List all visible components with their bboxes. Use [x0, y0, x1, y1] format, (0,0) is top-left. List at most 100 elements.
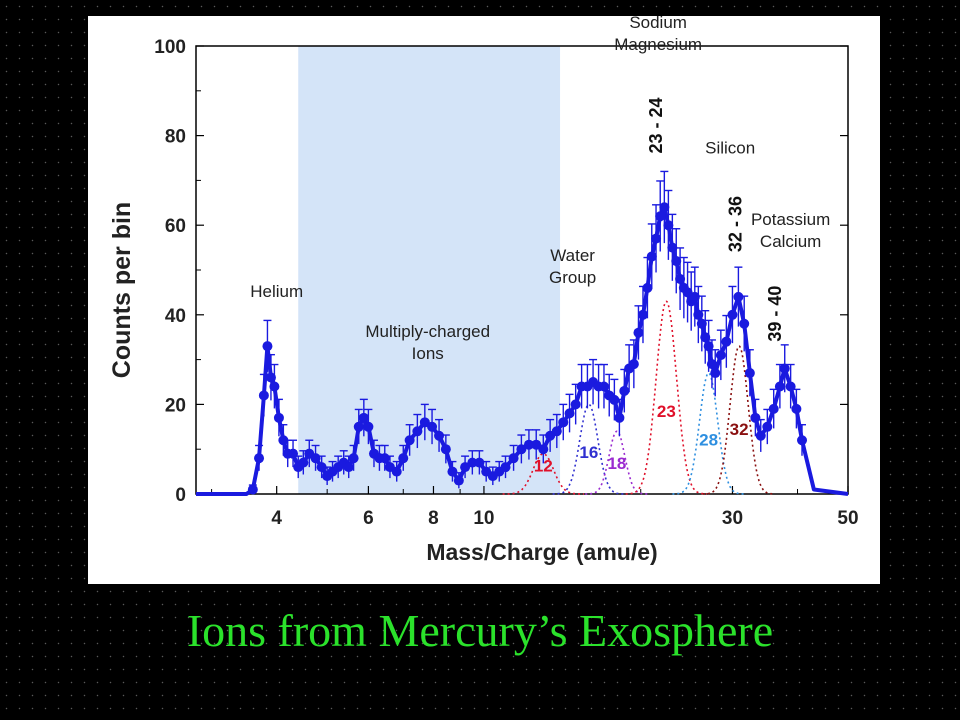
annotation: Potassium Calcium [751, 210, 830, 251]
y-axis-label: Counts per bin [108, 202, 136, 378]
annotation-line: Multiply-charged [365, 322, 490, 341]
x-tick-label: 10 [473, 508, 494, 529]
annotation-line: Ions [412, 344, 444, 363]
data-point [358, 412, 369, 423]
mass-range-label: 32 - 36 [725, 196, 745, 252]
data-point [715, 350, 726, 361]
y-tick-label: 0 [175, 485, 186, 506]
data-point [703, 341, 714, 352]
data-point [710, 368, 721, 379]
data-point [262, 341, 273, 352]
data-point [637, 309, 648, 320]
component-label-23: 23 [657, 402, 676, 421]
data-point [427, 421, 438, 432]
data-point [646, 251, 657, 262]
y-tick-label: 20 [165, 395, 186, 416]
data-point [768, 403, 779, 414]
data-point [706, 359, 717, 370]
data-point [508, 453, 519, 464]
data-point [663, 220, 674, 231]
data-point [404, 435, 415, 446]
data-point [667, 242, 678, 253]
annotation-line: Group [549, 268, 596, 287]
data-point [609, 394, 620, 405]
data-point [689, 291, 700, 302]
data-point [659, 202, 670, 213]
component-label-28: 28 [699, 431, 718, 450]
data-point [273, 412, 284, 423]
data-point [797, 435, 808, 446]
data-point [633, 327, 644, 338]
annotation-line: Water [550, 246, 595, 265]
data-point [353, 421, 364, 432]
data-point [671, 256, 682, 267]
data-point [655, 211, 666, 222]
data-point [727, 309, 738, 320]
data-point [558, 417, 569, 428]
shaded-region [298, 46, 561, 494]
annotation-line: Helium [250, 282, 303, 301]
data-point [682, 287, 693, 298]
data-point [474, 457, 485, 468]
x-tick-label: 30 [722, 508, 743, 529]
mass-range-label: 23 - 24 [646, 97, 666, 153]
data-point [628, 359, 639, 370]
data-point [642, 282, 653, 293]
data-point [247, 484, 258, 495]
data-point [398, 453, 409, 464]
annotation-line: Potassium [751, 210, 830, 229]
y-tick-label: 100 [154, 37, 186, 58]
data-point [721, 336, 732, 347]
data-point [675, 273, 686, 284]
component-label-16: 16 [579, 443, 598, 462]
data-point [434, 430, 445, 441]
data-point [538, 444, 549, 455]
component-label-32: 32 [730, 420, 749, 439]
annotation-line: Silicon [705, 139, 755, 158]
data-point [755, 430, 766, 441]
annotation: Helium [250, 282, 303, 301]
component-curve-23 [625, 300, 708, 495]
data-point [598, 381, 609, 392]
annotation: Silicon [705, 139, 755, 158]
data-point [750, 412, 761, 423]
data-point [744, 368, 755, 379]
data-point [693, 309, 704, 320]
data-point [269, 381, 280, 392]
data-point [288, 448, 299, 459]
data-point [696, 318, 707, 329]
data-point [516, 444, 527, 455]
x-tick-label: 8 [428, 508, 439, 529]
x-axis-label: Mass/Charge (amu/e) [426, 539, 657, 565]
data-point [700, 332, 711, 343]
data-point [419, 417, 430, 428]
annotation: Water Group [549, 246, 596, 287]
data-point [254, 453, 265, 464]
data-point [460, 462, 471, 473]
data-point [379, 453, 390, 464]
y-tick-label: 40 [165, 306, 186, 327]
annotation-line: Magnesium [614, 35, 702, 54]
data-point [564, 408, 575, 419]
data-point [651, 233, 662, 244]
data-point [733, 291, 744, 302]
mass-range-label: 39 - 40 [765, 286, 785, 342]
data-point [791, 403, 802, 414]
data-point [551, 426, 562, 437]
data-point [762, 421, 773, 432]
data-point [774, 381, 785, 392]
data-point [467, 457, 478, 468]
data-point [391, 466, 402, 477]
data-point [363, 421, 374, 432]
data-point [298, 457, 309, 468]
annotation: Sodium Magnesium [614, 16, 702, 54]
data-point [614, 412, 625, 423]
chart-panel: 0 20 40 60 80 100 4 6 8 10 30 50 Mass/Charge (amu/e)… [88, 16, 880, 584]
data-point [265, 372, 276, 383]
data-point [412, 426, 423, 437]
data-point [570, 399, 581, 410]
data-point [619, 385, 630, 396]
data-point [310, 453, 321, 464]
data-point [258, 390, 269, 401]
component-curve-32 [702, 345, 776, 495]
